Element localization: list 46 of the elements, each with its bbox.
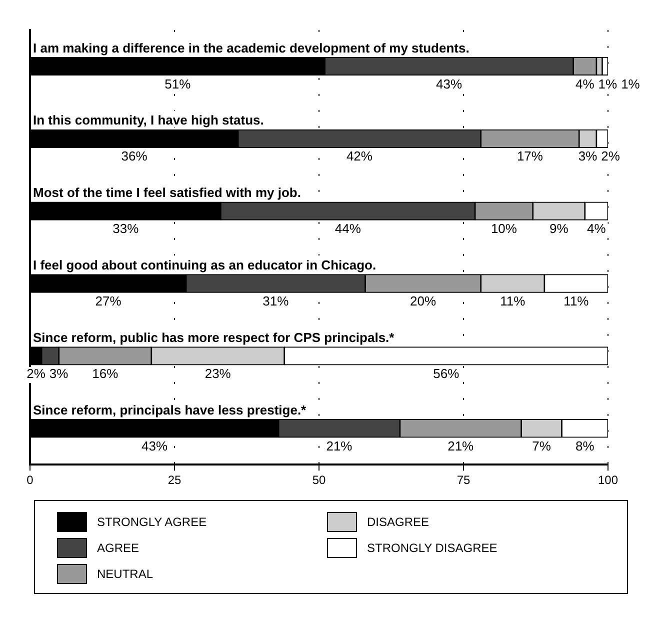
data-label: 21% (448, 438, 474, 454)
data-label: 31% (262, 294, 290, 309)
data-label: 4% (575, 76, 595, 92)
data-label: 43% (142, 438, 168, 454)
legend-label: STRONGLY AGREE (97, 515, 207, 529)
data-label: 2% (601, 148, 620, 164)
data-label: 21% (326, 438, 353, 454)
data-label: 27% (95, 294, 122, 309)
data-label: 3% (49, 366, 69, 382)
x-tick-label: 100 (598, 473, 618, 488)
legend-label: DISAGREE (367, 515, 430, 529)
data-label: 7% (532, 438, 552, 454)
legend-label: AGREE (97, 541, 140, 555)
x-tick-label: 50 (312, 473, 326, 488)
data-label: 2% (26, 366, 46, 382)
data-label: 16% (92, 366, 119, 382)
y-tick-label: Since reform, principals have less prestige.* (33, 402, 308, 418)
data-label: 8% (575, 438, 595, 454)
x-tick-label: 0 (26, 473, 34, 488)
data-label: 11% (500, 294, 526, 309)
data-label: 11% (564, 294, 590, 309)
y-tick-label: I feel good about continuing as an educator in Chicago. (33, 258, 376, 273)
data-label: 42% (346, 148, 373, 164)
data-label: 33% (112, 221, 140, 236)
data-label: 36% (121, 148, 148, 164)
data-label: 56% (433, 366, 460, 382)
data-label: 20% (410, 294, 436, 309)
data-label: 23% (204, 366, 232, 382)
data-label: 1% (621, 76, 640, 92)
y-tick-label: I am making a difference in the academic development of my students. (33, 40, 470, 56)
legend-label: STRONGLY DISAGREE (367, 541, 498, 555)
data-label: 1% (598, 76, 618, 92)
y-tick-label: Most of the time I feel satisfied with my job. (33, 185, 301, 200)
data-label: 51% (164, 76, 192, 92)
data-label: 9% (549, 221, 569, 236)
data-label: 44% (334, 221, 362, 236)
y-tick-label: In this community, I have high status. (33, 112, 264, 128)
legend-label: NEUTRAL (97, 567, 154, 581)
data-label: 3% (578, 148, 598, 164)
x-tick-label: 25 (168, 473, 182, 488)
data-label: 43% (436, 76, 462, 92)
x-tick-label: 75 (456, 473, 470, 488)
y-tick-label: Since reform, public has more respect for CPS principals.* (33, 330, 396, 346)
data-label: 10% (490, 221, 518, 236)
data-label: 17% (516, 148, 544, 164)
data-label: 4% (587, 221, 606, 236)
